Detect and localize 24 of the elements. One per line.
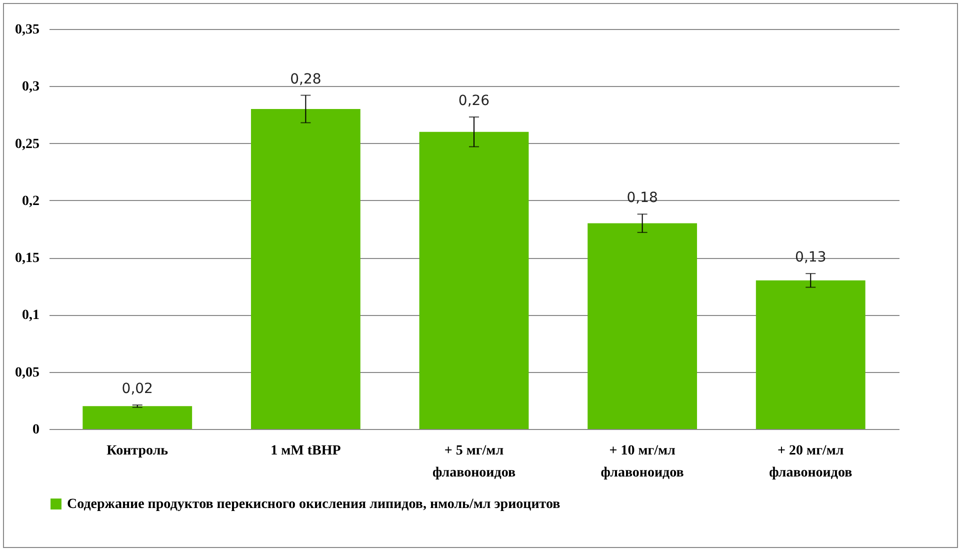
y-tick-label: 0,1 [22,308,40,324]
x-tick-label: + 20 мг/мл флавоноидов [769,444,853,480]
bar [419,132,529,429]
x-tick-label: + 10 мг/мл флавоноидов [600,444,684,480]
x-tick-label: 1 мМ tBHP [270,444,342,458]
data-label: 0,28 [290,71,322,88]
y-tick-label: 0,3 [22,80,40,95]
data-label: 0,26 [458,93,490,109]
bar [588,223,698,429]
y-tick-label: 0,2 [22,194,40,209]
legend-label: Содержание продуктов перекисного окисления липидов, нмоль/мл эриоцитов [67,497,561,512]
x-tick-label: + 5 мг/мл флавоноидов [432,444,516,480]
y-tick-label: 0,05 [15,365,40,380]
y-tick-label: 0 [32,422,40,438]
bar [82,406,192,429]
x-tick-label: Контроль [106,444,169,458]
bar [756,280,866,429]
y-tick-label: 0,15 [15,251,40,266]
data-label: 0,02 [122,381,153,397]
bar [250,109,360,429]
data-label: 0,18 [626,190,658,206]
data-label: 0,13 [795,250,826,266]
y-tick-label: 0,35 [15,22,40,38]
y-tick-label: 0,25 [15,136,40,152]
